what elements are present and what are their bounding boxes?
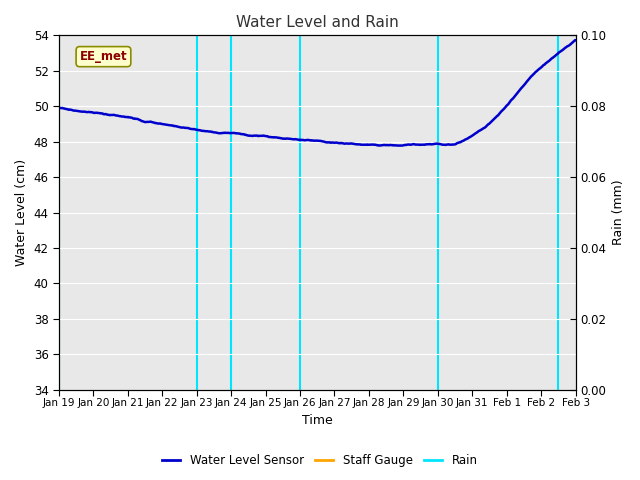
Title: Water Level and Rain: Water Level and Rain	[236, 15, 399, 30]
Y-axis label: Rain (mm): Rain (mm)	[612, 180, 625, 245]
Text: EE_met: EE_met	[79, 50, 127, 63]
X-axis label: Time: Time	[302, 414, 333, 427]
Legend: Water Level Sensor, Staff Gauge, Rain: Water Level Sensor, Staff Gauge, Rain	[157, 449, 483, 472]
Y-axis label: Water Level (cm): Water Level (cm)	[15, 159, 28, 266]
